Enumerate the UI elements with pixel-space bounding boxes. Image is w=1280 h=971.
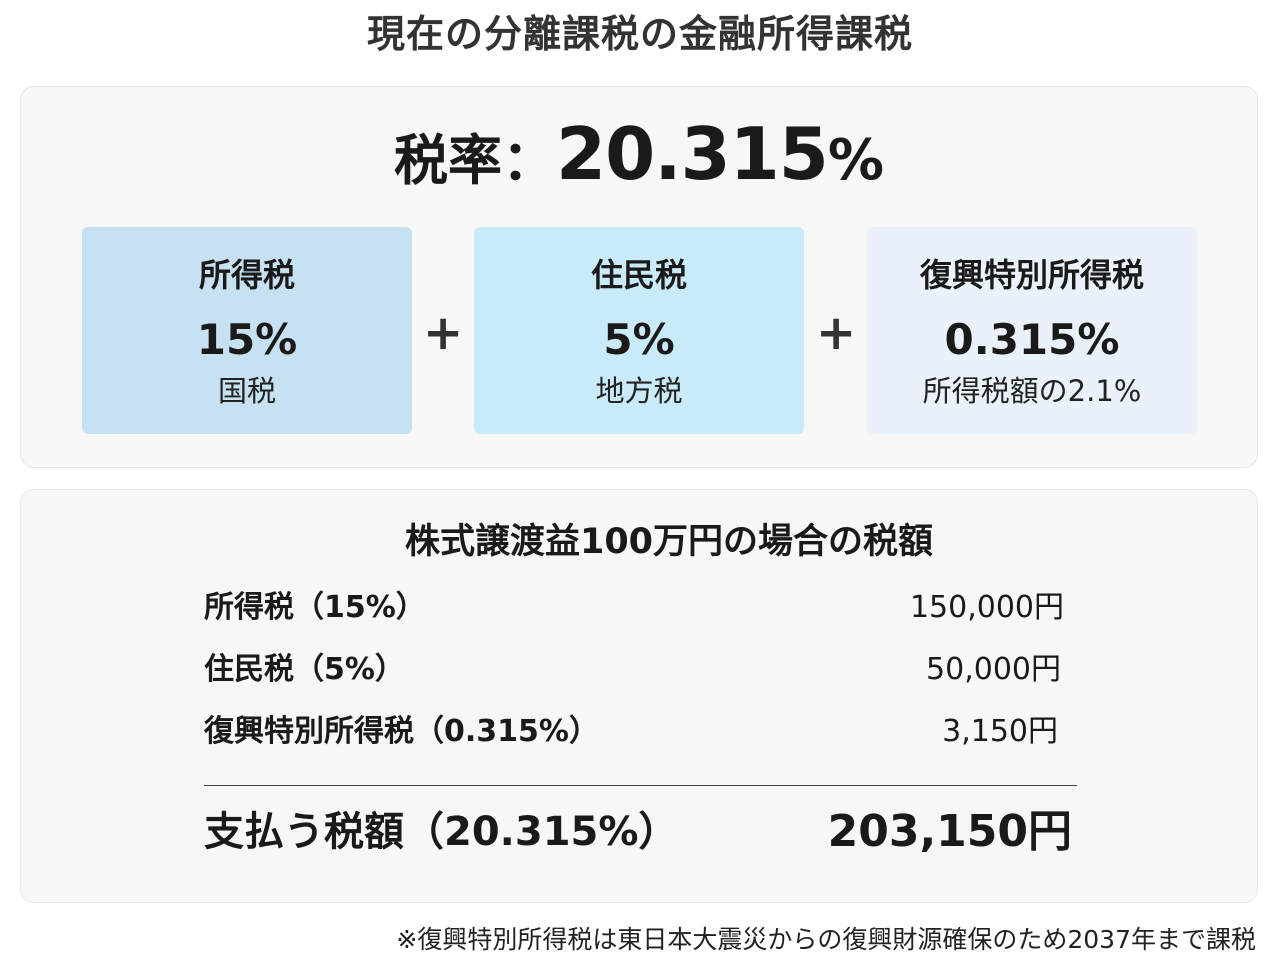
income-tax-card: 所得税 15% 国税 xyxy=(82,227,412,434)
total-tax-rate: 税率：20.315% xyxy=(21,109,1257,219)
footnote: ※復興特別所得税は東日本大震災からの復興財源確保のため2037年まで課税 xyxy=(396,925,1256,954)
total-tax-label: 支払う税額（20.315%） xyxy=(204,809,679,855)
example-title: 株式譲渡益100万円の場合の税額 xyxy=(404,522,934,562)
recovery-tax-rate: 0.315% xyxy=(944,315,1120,364)
recovery-tax-name: 復興特別所得税 xyxy=(919,256,1144,294)
line-item-income-tax: 所得税（15%） 150,000円 xyxy=(204,588,1064,628)
plus-icon: + xyxy=(423,305,464,361)
line-item-label: 住民税（5%） xyxy=(204,652,405,687)
resident-tax-card: 住民税 5% 地方税 xyxy=(474,227,804,434)
tax-rate-label: 税率： xyxy=(394,129,557,192)
resident-tax-rate: 5% xyxy=(603,315,675,364)
total-tax-row: 支払う税額（20.315%） 203,150円 xyxy=(204,804,1072,860)
line-item-resident-tax: 住民税（5%） 50,000円 xyxy=(204,650,1064,690)
line-item-label: 復興特別所得税（0.315%） xyxy=(204,714,599,749)
line-item-amount: 50,000円 xyxy=(926,652,1061,687)
line-item-recovery-tax: 復興特別所得税（0.315%） 3,150円 xyxy=(204,712,1064,752)
total-tax-amount: 203,150円 xyxy=(827,806,1072,857)
income-tax-note: 国税 xyxy=(217,374,276,408)
income-tax-name: 所得税 xyxy=(198,256,295,294)
line-item-amount: 3,150円 xyxy=(942,714,1058,749)
line-item-amount: 150,000円 xyxy=(909,590,1064,625)
tax-rate-value: 20.315 xyxy=(556,112,829,196)
recovery-tax-note: 所得税額の2.1% xyxy=(922,374,1142,408)
divider xyxy=(204,785,1077,786)
page-title: 現在の分離課税の金融所得課税 xyxy=(366,12,913,56)
tax-example-panel: 株式譲渡益100万円の場合の税額 所得税（15%） 150,000円 住民税（5… xyxy=(20,489,1258,903)
income-tax-rate: 15% xyxy=(196,315,298,364)
tax-rate-panel: 税率：20.315% 所得税 15% 国税 + 住民税 5% 地方税 + 復興特… xyxy=(20,86,1258,468)
resident-tax-name: 住民税 xyxy=(590,256,687,294)
recovery-tax-card: 復興特別所得税 0.315% 所得税額の2.1% xyxy=(867,227,1197,434)
tax-rate-unit: % xyxy=(827,128,884,193)
plus-icon: + xyxy=(816,305,857,361)
resident-tax-note: 地方税 xyxy=(595,374,683,408)
line-item-label: 所得税（15%） xyxy=(204,590,426,625)
